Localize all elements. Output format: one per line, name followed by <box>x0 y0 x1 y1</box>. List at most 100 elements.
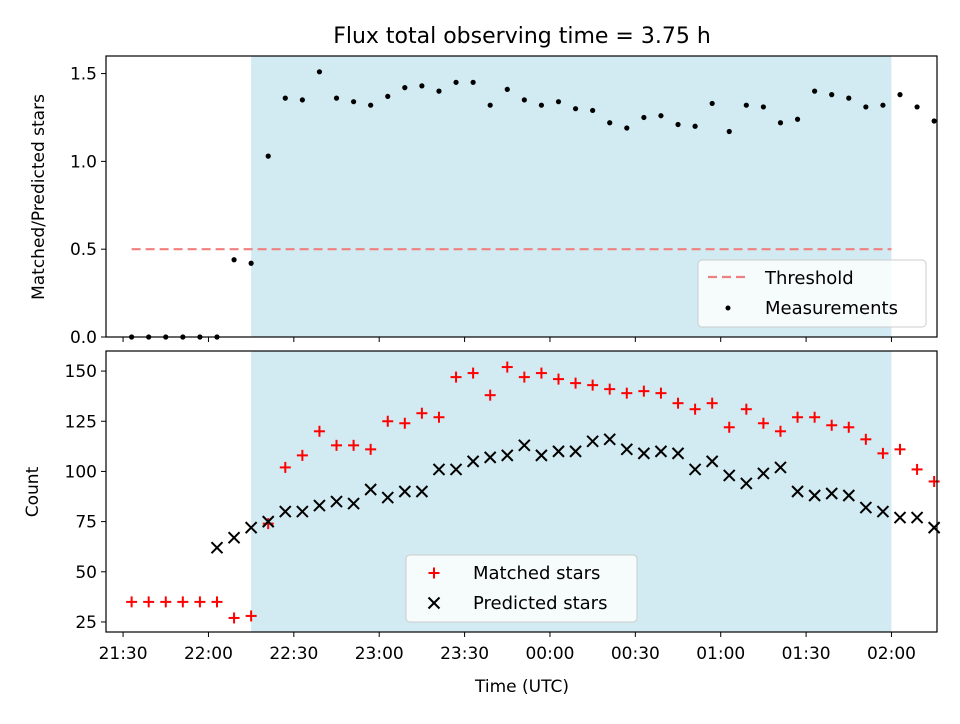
predicted-star-point <box>313 499 326 512</box>
legend-plus-marker <box>428 567 440 579</box>
predicted-star-point <box>825 487 838 500</box>
measurement-point <box>453 79 459 85</box>
x-tick-label: 02:00 <box>867 644 916 664</box>
matched-star-point <box>928 475 940 487</box>
matched-star-point <box>279 461 291 473</box>
cross-stroke <box>671 447 685 460</box>
predicted-star-point <box>518 439 531 452</box>
predicted-star-point <box>483 451 497 464</box>
predicted-star-point <box>432 463 446 476</box>
measurement-point <box>931 118 937 124</box>
measurement-point <box>675 121 681 128</box>
predicted-star-point <box>603 433 616 446</box>
predicted-star-point <box>466 455 480 468</box>
predicted-star-point <box>552 445 565 458</box>
cross-stroke <box>893 511 907 524</box>
matched-star-point <box>416 407 428 419</box>
matched-star-point <box>143 596 155 608</box>
y-tick-label: 0.0 <box>70 328 97 348</box>
cross-stroke <box>705 455 719 468</box>
bottom-y-axis-ticks: 25 50 75 100 125 150 <box>65 362 106 633</box>
predicted-star-point <box>347 497 360 510</box>
x-tick-label: 22:00 <box>184 644 233 664</box>
measurement-point <box>231 257 237 263</box>
cross-stroke <box>296 505 309 518</box>
x-tick-label: 00:00 <box>525 644 574 664</box>
cross-stroke <box>859 501 873 514</box>
measurement-point <box>590 107 596 114</box>
cross-stroke <box>688 463 702 476</box>
measurement-point <box>402 85 408 91</box>
matched-star-point <box>843 421 855 433</box>
legend-threshold-label: Threshold <box>764 268 854 289</box>
matched-star-point <box>877 447 889 459</box>
ratio-panel: 0.0 0.5 1.0 1.5 Matched/Predicted stars Thr… <box>29 55 938 348</box>
measurement-point <box>350 99 357 105</box>
cross-stroke <box>740 477 753 490</box>
predicted-star-point <box>381 491 394 504</box>
measurement-point <box>863 104 869 110</box>
chart-title: Flux total observing time = 3.75 h <box>333 24 711 49</box>
matched-star-point <box>228 612 240 624</box>
measurement-point <box>607 120 613 126</box>
predicted-star-point <box>415 485 429 498</box>
measurement-point <box>692 123 698 129</box>
y-tick-label: 1.0 <box>70 152 97 172</box>
matched-star-point <box>313 425 325 437</box>
y-tick-label: 125 <box>65 412 97 432</box>
cross-stroke <box>330 495 343 508</box>
x-tick-label: 00:30 <box>611 644 660 664</box>
x-axis-label: Time (UTC) <box>474 677 569 697</box>
matched-star-point <box>245 610 257 622</box>
predicted-star-point <box>808 489 821 502</box>
matched-star-point <box>365 443 377 455</box>
matched-star-point <box>501 361 513 373</box>
predicted-star-point <box>910 511 924 524</box>
predicted-star-point <box>501 449 514 462</box>
measurement-point <box>436 88 442 94</box>
cross-stroke <box>483 451 497 464</box>
top-y-axis-ticks: 0.0 0.5 1.0 1.5 <box>70 65 106 348</box>
measurement-point <box>641 114 647 121</box>
measurement-point <box>504 86 510 92</box>
measurement-point <box>572 106 579 112</box>
measurement-point <box>880 102 886 108</box>
cross-stroke <box>415 485 429 498</box>
cross-stroke <box>432 463 446 476</box>
matched-star-point <box>809 411 821 423</box>
matched-star-point <box>570 377 582 389</box>
cross-stroke <box>808 489 821 502</box>
measurement-point <box>385 93 391 99</box>
cross-stroke <box>262 515 275 528</box>
bottom-plot-frame <box>105 350 938 633</box>
cross-stroke <box>723 469 736 482</box>
matched-star-point <box>177 596 189 608</box>
matched-star-point <box>894 443 906 455</box>
cross-stroke <box>501 449 514 462</box>
predicted-star-point <box>398 485 412 498</box>
matched-star-point <box>450 371 462 383</box>
measurement-point <box>658 113 664 119</box>
cross-stroke <box>927 521 941 534</box>
predicted-star-point <box>262 515 275 528</box>
predicted-star-point <box>535 449 548 462</box>
legend-predicted-swatch <box>427 596 441 610</box>
cross-stroke <box>552 445 565 458</box>
bottom-y-axis-label: Count <box>23 466 43 517</box>
top-legend-box <box>697 259 927 328</box>
cross-stroke <box>569 445 582 458</box>
cross-stroke <box>825 487 838 500</box>
matched-star-point <box>621 387 633 399</box>
measurement-point <box>282 95 288 101</box>
measurement-point <box>538 102 545 108</box>
predicted-star-point <box>227 531 241 544</box>
predicted-star-point <box>586 435 599 448</box>
y-tick-label: 50 <box>75 563 97 583</box>
cross-stroke <box>910 511 924 524</box>
matched-star-point <box>792 411 804 423</box>
measurement-point <box>248 260 254 266</box>
predicted-star-point <box>859 501 873 514</box>
matched-star-point <box>211 596 223 608</box>
matched-star-point <box>126 596 138 608</box>
